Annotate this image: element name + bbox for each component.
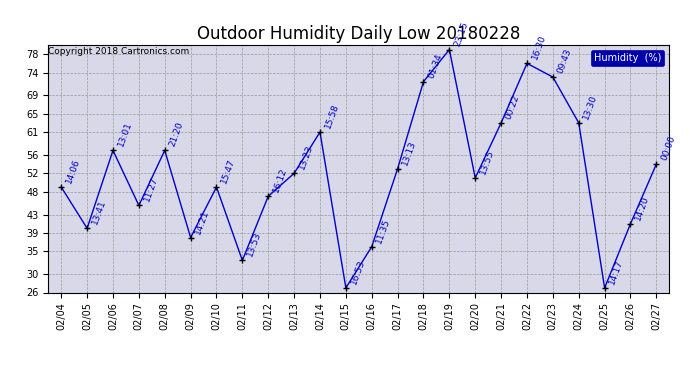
Text: 11:27: 11:27 xyxy=(142,176,159,203)
Text: 16:53: 16:53 xyxy=(349,258,366,286)
Text: 01:34: 01:34 xyxy=(426,52,444,80)
Text: 15:47: 15:47 xyxy=(219,158,237,185)
Text: 13:13: 13:13 xyxy=(401,139,418,166)
Text: 13:01: 13:01 xyxy=(116,121,133,148)
Text: 15:58: 15:58 xyxy=(323,102,340,130)
Text: 00:00: 00:00 xyxy=(660,135,677,162)
Text: Copyright 2018 Cartronics.com: Copyright 2018 Cartronics.com xyxy=(48,47,190,56)
Text: 13:55: 13:55 xyxy=(478,148,495,176)
Text: 14:06: 14:06 xyxy=(64,158,81,185)
Text: 21:20: 21:20 xyxy=(168,121,185,148)
Legend: Humidity  (%): Humidity (%) xyxy=(591,50,664,66)
Text: 14:20: 14:20 xyxy=(633,194,651,222)
Text: 16:30: 16:30 xyxy=(530,34,547,61)
Text: 00:22: 00:22 xyxy=(504,93,522,121)
Text: 16:12: 16:12 xyxy=(271,166,288,194)
Text: 23:15: 23:15 xyxy=(453,20,470,47)
Text: 14:21: 14:21 xyxy=(194,208,211,235)
Text: 11:35: 11:35 xyxy=(375,217,392,244)
Text: 13:30: 13:30 xyxy=(582,93,599,121)
Title: Outdoor Humidity Daily Low 20180228: Outdoor Humidity Daily Low 20180228 xyxy=(197,26,520,44)
Text: 13:53: 13:53 xyxy=(246,231,263,258)
Text: 13:41: 13:41 xyxy=(90,199,108,226)
Text: 09:43: 09:43 xyxy=(556,48,573,75)
Text: 14:17: 14:17 xyxy=(608,258,625,286)
Text: 13:23: 13:23 xyxy=(297,144,315,171)
